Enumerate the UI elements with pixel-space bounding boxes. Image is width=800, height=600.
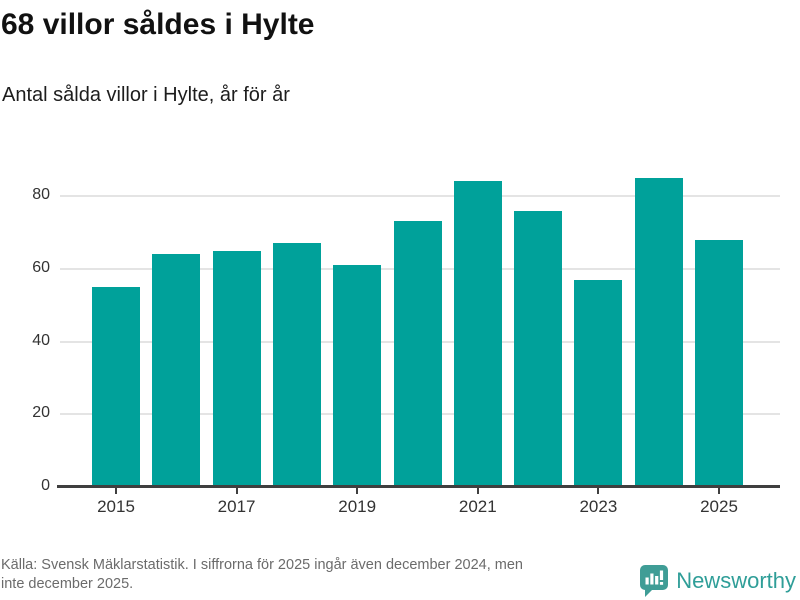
source-note: Källa: Svensk Mäklarstatistik. I siffror… <box>1 556 646 594</box>
x-axis-line <box>57 485 780 488</box>
y-axis-label-20: 20 <box>32 404 50 422</box>
x-axis-tick-2017 <box>235 487 238 494</box>
bar-chart-plot-area: 0 20 40 60 80 2015 2017 2019 2021 2023 2025 <box>32 160 780 516</box>
bar-2020 <box>393 221 442 487</box>
y-axis-label-0: 0 <box>41 477 50 494</box>
bar-2018 <box>272 243 321 487</box>
newsworthy-logo-text: Newsworthy <box>676 567 796 593</box>
x-axis-tick-2019 <box>356 487 359 494</box>
bar-2019 <box>333 265 382 487</box>
gridline-80 <box>60 195 780 197</box>
y-axis-label-60: 60 <box>32 258 50 276</box>
bar-2016 <box>152 254 201 487</box>
source-note-line1: Källa: Svensk Mäklarstatistik. I siffror… <box>1 557 523 573</box>
x-axis-label-2021: 2021 <box>458 497 497 516</box>
bar-2022 <box>514 210 563 487</box>
bar-2015 <box>92 286 140 487</box>
newsworthy-logo-icon <box>638 564 669 597</box>
y-axis-label-40: 40 <box>32 331 50 349</box>
bar-2021 <box>453 181 502 487</box>
x-axis-tick-2021 <box>476 487 479 494</box>
x-axis-label-2017: 2017 <box>217 497 256 516</box>
x-axis-tick-2015 <box>115 487 117 494</box>
x-axis-label-2019: 2019 <box>338 497 377 516</box>
x-axis-label-2023: 2023 <box>579 497 618 516</box>
chart-subtitle: Antal sålda villor i Hylte, år för år <box>2 84 290 106</box>
x-axis-tick-2025 <box>718 487 720 494</box>
bar-2024 <box>634 177 683 487</box>
bar-2023 <box>574 279 623 487</box>
x-axis-tick-2023 <box>597 487 600 494</box>
x-axis-label-2015: 2015 <box>97 497 135 516</box>
bar-2017 <box>212 250 261 487</box>
x-axis-label-2025: 2025 <box>700 497 738 516</box>
chart-title: 68 villor såldes i Hylte <box>1 8 315 41</box>
bar-2025 <box>695 239 743 487</box>
source-note-line2: inte december 2025. <box>1 576 134 592</box>
y-axis-label-80: 80 <box>32 186 50 203</box>
newsworthy-logo: Newsworthy <box>638 564 796 597</box>
